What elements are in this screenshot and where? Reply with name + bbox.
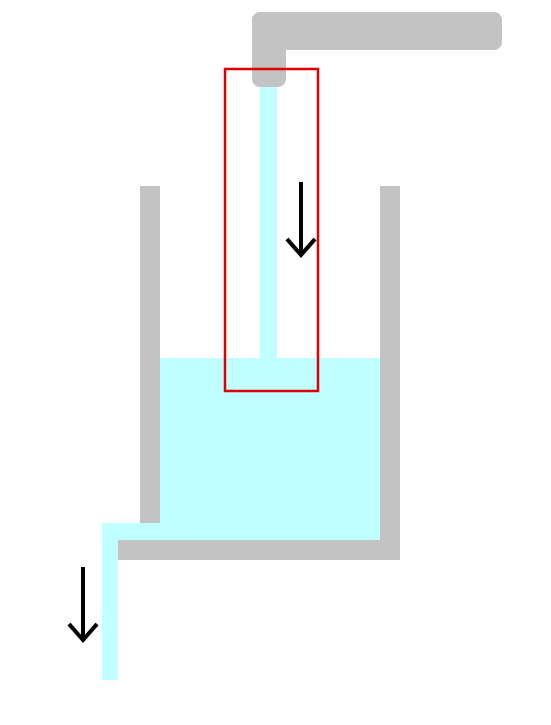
tank-bottom — [118, 540, 400, 560]
inflow-stream — [260, 87, 277, 359]
down-arrow-icon — [67, 567, 99, 644]
outflow-stream — [102, 523, 160, 680]
tank-left-wall — [140, 186, 160, 523]
tank-water — [160, 358, 380, 540]
tank-container — [118, 186, 400, 560]
highlight-box — [223, 67, 320, 393]
tank-right-wall — [380, 186, 400, 560]
faucet-pipe-spout — [252, 12, 286, 87]
down-arrow-icon — [285, 182, 317, 259]
faucet-pipe-horizontal — [252, 12, 502, 50]
faucet-pipe — [252, 12, 502, 87]
outflow-drop — [102, 523, 118, 680]
